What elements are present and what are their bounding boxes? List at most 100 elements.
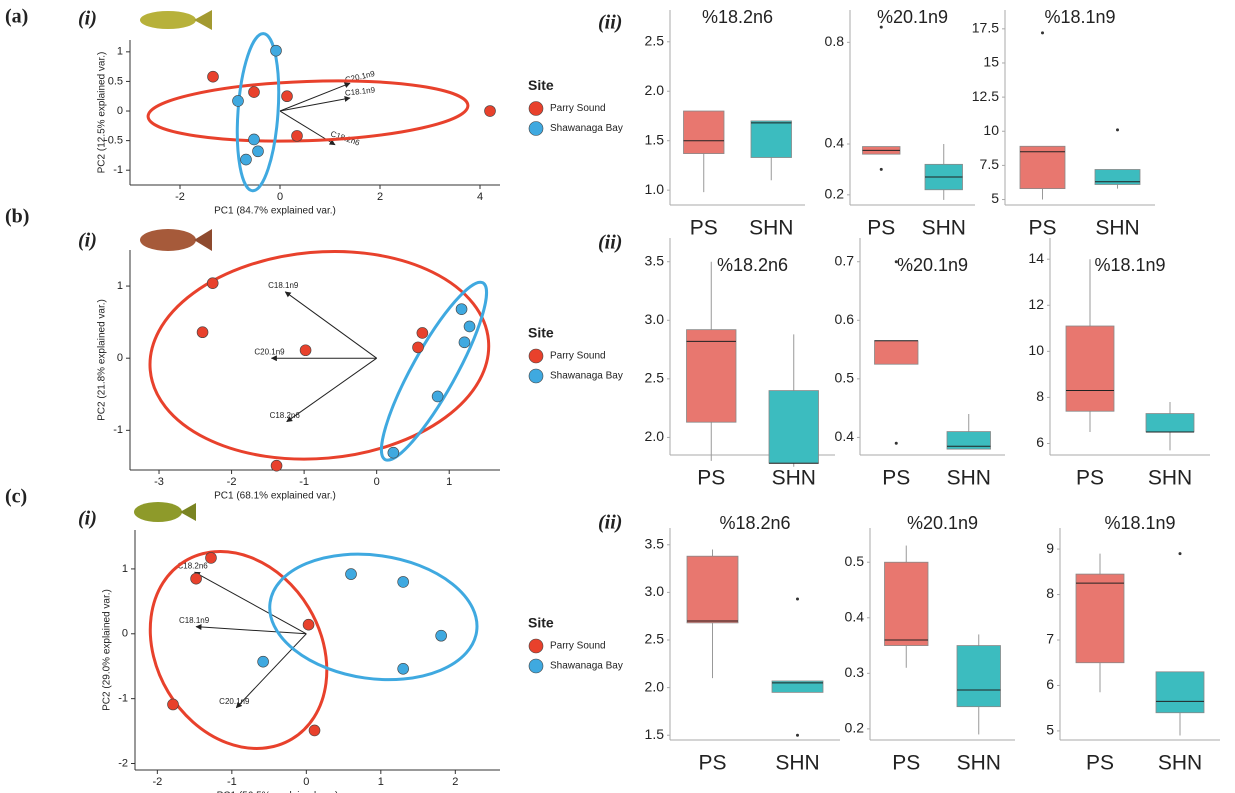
legend-marker: [529, 122, 543, 136]
panel-label: (b): [5, 206, 29, 228]
point: [208, 71, 219, 82]
box: [751, 121, 792, 158]
point: [303, 619, 314, 630]
x-tick-label: PS: [892, 752, 920, 775]
point: [233, 95, 244, 106]
y-tick-label: 5: [1046, 722, 1054, 738]
x-tick-label: SHN: [775, 752, 819, 775]
box: [875, 341, 919, 364]
x-tick-label: PS: [882, 467, 910, 490]
panel-sublabel: (ii): [598, 232, 622, 254]
chart-title: %18.2n6: [702, 7, 773, 27]
point: [346, 569, 357, 580]
x-tick-label: PS: [1028, 217, 1056, 240]
y-tick-label: 1.0: [645, 181, 665, 197]
y-tick-label: 0.4: [825, 135, 845, 151]
legend-title: Site: [528, 325, 554, 341]
outlier: [880, 168, 883, 171]
y-tick-label: 0.2: [845, 720, 865, 736]
y-tick-label: 0.3: [845, 664, 865, 680]
x-tick-label: 2: [377, 191, 383, 203]
x-tick-label: SHN: [749, 217, 793, 240]
point: [398, 663, 409, 674]
outlier: [1179, 552, 1182, 555]
box: [684, 111, 725, 154]
x-tick-label: SHN: [957, 752, 1001, 775]
loading-label: C20.1n9: [219, 697, 250, 706]
y-tick-label: 3.0: [645, 583, 665, 599]
x-tick-label: PS: [690, 217, 718, 240]
y-tick-label: 0.4: [835, 428, 855, 444]
outlier: [1116, 128, 1119, 131]
x-tick-label: PS: [1076, 467, 1104, 490]
point: [271, 460, 282, 471]
point: [241, 154, 252, 165]
y-tick-label: 0.8: [825, 33, 845, 49]
x-tick-label: SHN: [1095, 217, 1139, 240]
chart-title: %18.1n9: [1104, 513, 1175, 533]
y-tick-label: 17.5: [972, 20, 999, 36]
outlier: [880, 26, 883, 29]
loading-label: C18.1n9: [268, 281, 299, 290]
y-tick-label: 6: [1046, 676, 1054, 692]
point: [456, 304, 467, 315]
point: [398, 576, 409, 587]
y-tick-label: 1: [122, 563, 128, 575]
x-tick-label: -2: [152, 776, 162, 788]
x-tick-label: 0: [303, 776, 309, 788]
figure: (a) (i) (ii) (b) (i) (ii) (c) (ii) (i) (…: [0, 0, 1235, 793]
y-tick-label: -1: [113, 424, 123, 436]
x-tick-label: SHN: [1158, 752, 1202, 775]
legend-marker: [529, 639, 543, 653]
y-tick-label: 14: [1028, 250, 1044, 266]
y-tick-label: 1.5: [645, 131, 665, 147]
point: [167, 699, 178, 710]
x-tick-label: SHN: [922, 217, 966, 240]
y-tick-label: 2.0: [645, 428, 665, 444]
y-tick-label: 0.2: [825, 186, 845, 202]
point: [485, 106, 496, 117]
x-tick-label: SHN: [947, 467, 991, 490]
y-tick-label: 7.5: [980, 156, 1000, 172]
loading-arrow: [196, 627, 306, 634]
outlier: [796, 734, 799, 737]
chart-title: %18.1n9: [1044, 7, 1115, 27]
y-tick-label: 1.5: [645, 726, 665, 742]
fish-icon: [134, 10, 212, 522]
loading-label: C18.1n9: [179, 616, 210, 625]
point: [432, 391, 443, 402]
chart-title: %20.1n9: [897, 255, 968, 275]
chart-title: %20.1n9: [877, 7, 948, 27]
y-tick-label: 10: [1028, 342, 1044, 358]
y-tick-label: 3.5: [645, 252, 665, 268]
loading-arrow: [285, 292, 376, 358]
chart-title: %20.1n9: [907, 513, 978, 533]
legend-marker: [529, 659, 543, 673]
loading-label: C18.1n9: [344, 85, 376, 97]
panel-label: (c): [5, 486, 27, 508]
legend-marker: [529, 369, 543, 383]
legend-label: Shawanaga Bay: [550, 661, 623, 672]
point: [191, 573, 202, 584]
legend-marker: [529, 349, 543, 363]
confidence-ellipse: [147, 76, 469, 146]
legend-label: Shawanaga Bay: [550, 371, 623, 382]
y-tick-label: 15: [983, 54, 999, 70]
y-tick-label: -1: [113, 164, 123, 176]
x-tick-label: 0: [277, 191, 283, 203]
point: [300, 345, 311, 356]
y-axis-label: PC2 (12.5% explained var.): [97, 52, 108, 174]
box: [1020, 146, 1065, 188]
y-axis-label: PC2 (21.8% explained var.): [97, 299, 108, 421]
panel-sublabel: (i): [78, 230, 97, 252]
box: [1066, 326, 1114, 411]
y-tick-label: 3.5: [645, 535, 665, 551]
point: [292, 130, 303, 141]
point: [197, 327, 208, 338]
x-tick-label: SHN: [1148, 467, 1192, 490]
point: [309, 725, 320, 736]
x-axis-label: PC1 (84.7% explained var.): [214, 206, 336, 217]
x-tick-label: -1: [299, 476, 309, 488]
loading-label: C18.2n6: [270, 411, 301, 420]
legend-label: Parry Sound: [550, 351, 606, 362]
